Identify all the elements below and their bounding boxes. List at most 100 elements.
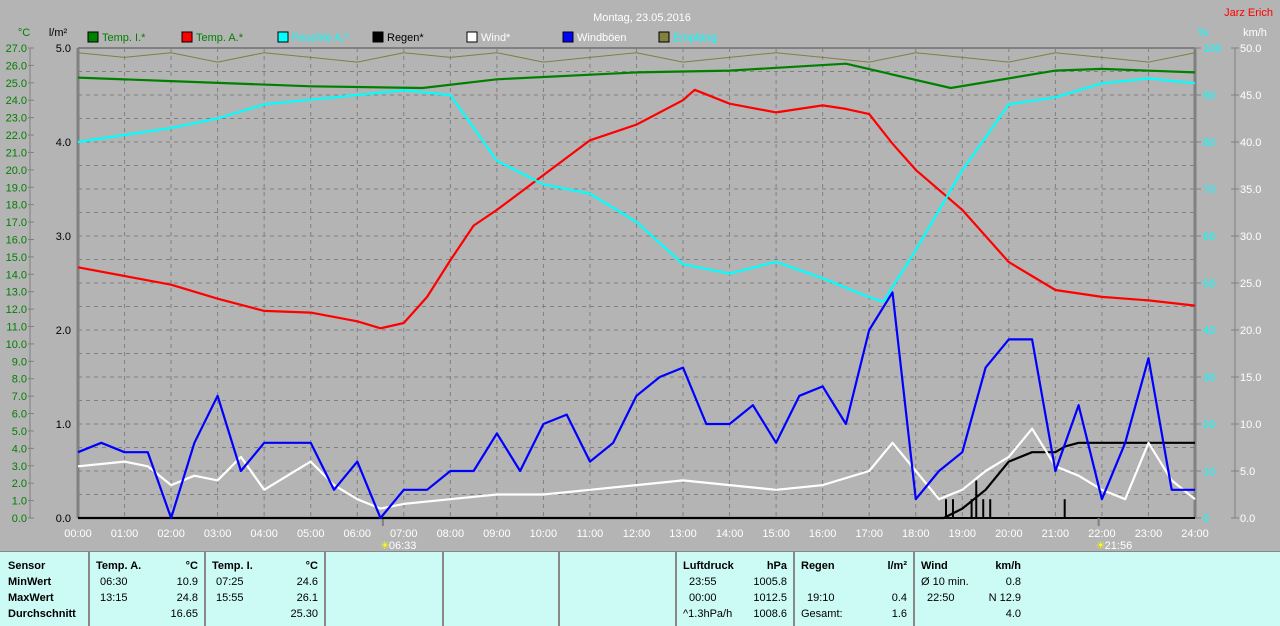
rain-tick-label: 1.0 — [56, 419, 71, 431]
x-tick-label: 21:00 — [1042, 528, 1070, 540]
sensor-header: Sensor — [8, 560, 46, 572]
x-tick-label: 09:00 — [483, 528, 511, 540]
legend-swatch — [658, 31, 670, 43]
legend-label: Feuchte A.* — [292, 32, 350, 44]
pressure-max: 1012.5 — [753, 592, 787, 604]
row-label-avg: Durchschnitt — [8, 608, 76, 620]
temp-a-unit: °C — [185, 560, 198, 572]
series-line-temp-i — [77, 62, 1196, 90]
wind-tick-label: 10.0 — [1240, 419, 1261, 431]
x-tick-label: 22:00 — [1088, 528, 1116, 540]
wind-max: N 12.9 — [988, 592, 1021, 604]
row-label-max: MaxWert — [8, 592, 54, 604]
x-tick-label: 13:00 — [669, 528, 697, 540]
wind-tick-label: 0.0 — [1240, 513, 1255, 525]
x-tick-label: 18:00 — [902, 528, 930, 540]
legend-swatch — [277, 31, 289, 43]
axes: 27.0 26.0 25.0 24.0 23.0 22.0 21.0 20.0 19.0 18.0… — [6, 43, 1262, 551]
temp-tick-label: 6.0 — [12, 409, 27, 421]
legend-label: Wind* — [481, 32, 511, 44]
temp-a-column: Temp. A. °C 06:30 10.9 13:15 24.8 16.65 — [90, 552, 206, 626]
temp-i-avg: 25.30 — [290, 608, 318, 620]
pressure-header: Luftdruck — [683, 560, 734, 572]
temp-a-min-time: 06:30 — [100, 576, 128, 588]
temp-tick-label: 13.0 — [6, 287, 27, 299]
rain-total: 1.6 — [891, 608, 907, 620]
temp-tick-label: 14.0 — [6, 269, 27, 281]
x-tick-label: 07:00 — [390, 528, 418, 540]
x-tick-label: 17:00 — [855, 528, 883, 540]
chart-title: Montag, 23.05.2016 — [593, 12, 691, 24]
series — [77, 52, 1196, 520]
temp-tick-label: 25.0 — [6, 78, 27, 90]
rain-max: 0.4 — [891, 592, 907, 604]
humidity-tick-label: 100 — [1203, 43, 1221, 55]
rain-tick-label: 5.0 — [56, 43, 71, 55]
wind-max-time: 22:50 — [927, 592, 955, 604]
rain-tick-label: 3.0 — [56, 231, 71, 243]
wind-tick-label: 35.0 — [1240, 184, 1261, 196]
humidity-tick-label: 70 — [1203, 184, 1215, 196]
temp-tick-label: 1.0 — [12, 496, 27, 508]
humidity-tick-label: 10 — [1203, 466, 1215, 478]
temp-tick-label: 9.0 — [12, 356, 27, 368]
legend: Temp. I.* Temp. A.* Feuchte A.* Regen* Wind*… — [87, 31, 717, 44]
x-tick-label: 23:00 — [1135, 528, 1163, 540]
x-tick-label: 04:00 — [250, 528, 278, 540]
rain-column: Regen l/m² 19:10 0.4 Gesamt: 1.6 — [795, 552, 915, 626]
rain-unit-label: l/m² — [49, 27, 68, 39]
weather-chart: Montag, 23.05.2016 Jarz Erich °C l/m² % … — [6, 7, 1273, 551]
temp-tick-label: 2.0 — [12, 478, 27, 490]
humidity-tick-label: 50 — [1203, 278, 1215, 290]
humidity-tick-label: 90 — [1203, 90, 1215, 102]
row-label-min: MinWert — [8, 576, 52, 588]
temp-tick-label: 12.0 — [6, 304, 27, 316]
pressure-unit: hPa — [766, 560, 787, 572]
temp-a-max-time: 13:15 — [100, 592, 128, 604]
pressure-avg: 1008.6 — [753, 608, 787, 620]
wind-header: Wind — [921, 560, 948, 572]
legend-swatch — [181, 31, 193, 43]
sunrise-time: 06:33 — [389, 540, 417, 551]
temp-i-min-time: 07:25 — [216, 576, 244, 588]
x-tick-label: 19:00 — [949, 528, 977, 540]
series-line-windböen — [77, 291, 1195, 520]
series-line-regen — [78, 441, 1195, 520]
rain-header: Regen — [801, 560, 835, 572]
x-tick-label: 14:00 — [716, 528, 744, 540]
legend-label: Temp. A.* — [196, 32, 244, 44]
temp-i-header: Temp. I. — [212, 560, 253, 572]
temp-tick-label: 18.0 — [6, 200, 27, 212]
sunset-time: 21:56 — [1105, 540, 1133, 551]
legend-swatch — [562, 31, 574, 43]
temp-tick-label: 7.0 — [12, 391, 27, 403]
pressure-min-time: 23:55 — [689, 576, 717, 588]
legend-label: Empfang — [673, 32, 717, 44]
wind-tick-label: 45.0 — [1240, 90, 1261, 102]
author-label: Jarz Erich — [1224, 7, 1273, 19]
legend-swatch — [466, 31, 478, 43]
wind-tick-label: 30.0 — [1240, 231, 1261, 243]
sunset-icon: ☀ — [1096, 540, 1106, 551]
empty-column-1 — [326, 552, 444, 626]
pressure-max-time: 00:00 — [689, 592, 717, 604]
temp-tick-label: 15.0 — [6, 252, 27, 264]
wind-unit: km/h — [995, 560, 1021, 572]
x-tick-label: 16:00 — [809, 528, 837, 540]
x-tick-label: 02:00 — [157, 528, 185, 540]
x-tick-label: 11:00 — [577, 528, 604, 540]
rain-tick-label: 4.0 — [56, 137, 71, 149]
empty-column-3 — [560, 552, 677, 626]
humidity-tick-label: 60 — [1203, 231, 1215, 243]
temp-a-max: 24.8 — [176, 592, 198, 604]
wind-tick-label: 20.0 — [1240, 325, 1261, 337]
legend-swatch — [87, 31, 99, 43]
wind-unit-label: km/h — [1243, 27, 1267, 39]
statistics-table: Sensor MinWert MaxWert Durchschnitt Temp… — [0, 551, 1280, 626]
humidity-tick-label: 0 — [1203, 513, 1209, 525]
temp-tick-label: 5.0 — [12, 426, 27, 438]
wind-column: Wind km/h Ø 10 min. 0.8 22:50 N 12.9 4.0 — [915, 552, 1027, 626]
humidity-tick-label: 80 — [1203, 137, 1215, 149]
x-tick-label: 08:00 — [437, 528, 465, 540]
pressure-trend: ^1.3hPa/h — [683, 608, 733, 620]
